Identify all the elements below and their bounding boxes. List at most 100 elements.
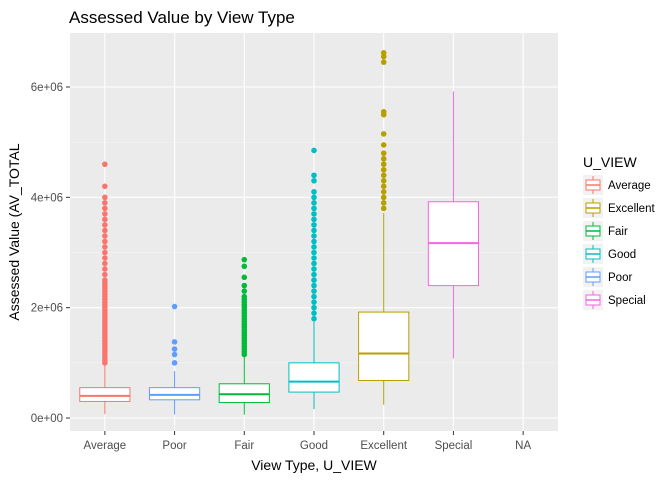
outlier-point: [380, 194, 387, 201]
y-tick-label: 0e+00: [31, 413, 63, 425]
y-tick-label: 6e+06: [31, 82, 63, 94]
outlier-point: [311, 233, 317, 239]
x-tick-label: NA: [515, 440, 531, 452]
box-iqr: [358, 311, 410, 381]
y-tick-label: 2e+06: [31, 303, 63, 315]
outlier-point: [102, 238, 108, 245]
legend-item-fair: Fair: [583, 221, 628, 241]
outlier-point: [311, 211, 317, 217]
outlier-point: [380, 53, 387, 60]
outlier-point: [311, 277, 317, 283]
outlier-point: [380, 183, 387, 190]
outlier-point: [102, 211, 108, 217]
outlier-point: [102, 194, 108, 201]
x-tick-label: Fair: [234, 440, 254, 452]
outlier-point: [171, 346, 178, 352]
outlier-point: [380, 172, 387, 179]
box-iqr: [148, 387, 201, 401]
boxplots: [79, 49, 480, 415]
boxplot-fair: [218, 256, 270, 415]
y-axis: 0e+00 2e+06 4e+06 6e+06: [31, 82, 70, 425]
legend-label: Excellent: [608, 203, 655, 215]
legend-item-special: Special: [583, 290, 646, 310]
x-tick-label: Excellent: [360, 440, 407, 452]
outlier-point: [380, 59, 387, 65]
outlier-point: [171, 339, 178, 345]
outlier-point: [311, 244, 317, 250]
outlier-point: [311, 260, 317, 267]
outlier-point: [311, 310, 317, 316]
x-tick-label: Good: [300, 440, 328, 452]
outlier-point: [241, 288, 248, 294]
outlier-point: [311, 255, 317, 261]
legend-title: U_VIEW: [583, 154, 637, 170]
outlier-point: [311, 216, 317, 223]
outlier-point: [102, 277, 108, 283]
outlier-point: [241, 256, 248, 263]
outlier-point: [380, 166, 387, 173]
outlier-point: [311, 194, 317, 201]
outlier-point: [311, 304, 317, 311]
legend-item-average: Average: [583, 175, 651, 195]
outlier-point: [311, 177, 317, 184]
outlier-point: [102, 249, 108, 256]
outlier-point: [311, 227, 317, 234]
outlier-point: [380, 205, 387, 212]
outlier-point: [241, 274, 248, 281]
outlier-point: [380, 161, 387, 168]
x-tick-label: Special: [435, 440, 473, 452]
legend-label: Poor: [608, 272, 632, 284]
boxplot-average: [79, 161, 131, 415]
outlier-point: [380, 189, 387, 195]
boxplot-good: [288, 147, 340, 410]
outlier-point: [102, 271, 108, 278]
legend-item-good: Good: [583, 244, 636, 264]
legend-item-poor: Poor: [583, 267, 632, 287]
outlier-point: [241, 282, 248, 289]
outlier-point: [102, 244, 108, 250]
outlier-point: [311, 299, 317, 305]
box-iqr: [288, 362, 340, 393]
outlier-point: [102, 205, 108, 212]
outlier-point: [380, 142, 387, 148]
outlier-point: [102, 222, 108, 228]
outlier-point: [380, 150, 387, 156]
outlier-point: [380, 155, 387, 162]
outlier-point: [102, 183, 108, 190]
outlier-point: [171, 303, 178, 310]
outlier-point: [311, 249, 317, 256]
box-iqr: [79, 387, 131, 402]
x-tick-label: Average: [84, 440, 127, 452]
x-axis: Average Poor Fair Good Excellent Special NA: [84, 431, 531, 452]
outlier-point: [380, 131, 387, 137]
outlier-point: [102, 266, 108, 272]
x-axis-title: View Type, U_VIEW: [251, 457, 377, 473]
outlier-point: [311, 172, 317, 179]
outlier-point: [311, 200, 317, 206]
boxplot-excellent: [358, 49, 410, 405]
boxplot-special: [427, 91, 480, 359]
outlier-point: [171, 360, 178, 366]
legend-label: Special: [608, 295, 646, 307]
outlier-point: [241, 293, 248, 300]
boxplot-poor: [148, 303, 201, 415]
outlier-point: [102, 255, 108, 261]
outlier-point: [102, 233, 108, 239]
legend: U_VIEW Average Excellent Fair Good Poor Speci…: [583, 154, 655, 310]
y-tick-label: 4e+06: [31, 192, 63, 204]
outlier-point: [311, 189, 317, 195]
chart-title: Assessed Value by View Type: [69, 8, 295, 27]
outlier-point: [311, 147, 317, 154]
outlier-point: [380, 109, 387, 115]
outlier-point: [311, 271, 317, 278]
legend-label: Good: [608, 249, 636, 261]
outlier-point: [311, 293, 317, 300]
y-axis-title: Assessed Value (AV_TOTAL: [6, 143, 22, 320]
box-iqr: [218, 383, 270, 404]
outlier-point: [171, 351, 178, 358]
outlier-point: [102, 216, 108, 223]
outlier-point: [102, 260, 108, 267]
legend-label: Average: [608, 180, 651, 192]
legend-label: Fair: [608, 226, 628, 238]
